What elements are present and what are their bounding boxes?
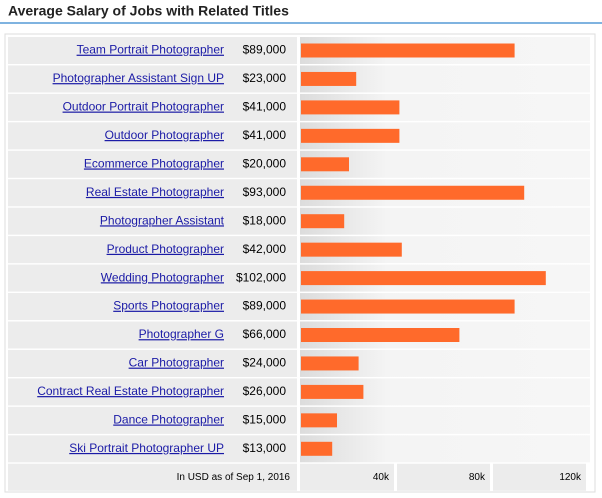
row-label-cell	[8, 93, 297, 121]
row-label-cell	[8, 150, 297, 178]
row-label-cell	[8, 406, 297, 434]
salary-label: $20,000	[243, 156, 287, 170]
job-title-link[interactable]: Sports Photographer	[113, 299, 224, 313]
bar	[301, 384, 364, 399]
footer-note: In USD as of Sep 1, 2016	[177, 472, 291, 483]
row-label-cell	[8, 65, 297, 93]
row-label-cell	[8, 435, 297, 463]
x-tick-label: 80k	[469, 472, 486, 483]
salary-label: $89,000	[243, 299, 287, 313]
bar	[301, 214, 345, 229]
row-label-cell	[8, 264, 297, 292]
bar	[301, 43, 515, 58]
bar	[301, 157, 349, 172]
job-title-link[interactable]: Outdoor Photographer	[105, 128, 224, 142]
bar	[301, 71, 357, 86]
salary-label: $24,000	[243, 356, 287, 370]
row-label-cell	[8, 122, 297, 150]
row-bar-cell	[300, 207, 590, 235]
bar	[301, 185, 525, 200]
salary-label: $42,000	[243, 242, 287, 256]
x-tick-label: 40k	[373, 472, 390, 483]
salary-label: $23,000	[243, 71, 287, 85]
bar	[301, 271, 546, 286]
job-title-link[interactable]: Photographer Assistant Sign UP	[53, 71, 224, 85]
salary-label: $15,000	[243, 413, 287, 427]
salary-label: $26,000	[243, 384, 287, 398]
row-label-cell	[8, 207, 297, 235]
job-title-link[interactable]: Ecommerce Photographer	[84, 156, 224, 170]
bar	[301, 328, 460, 342]
x-tick-cell	[397, 463, 490, 491]
row-bar-cell	[300, 406, 590, 434]
bar	[301, 242, 402, 257]
job-title-link[interactable]: Team Portrait Photographer	[77, 43, 224, 57]
bar	[301, 441, 333, 456]
salary-label: $102,000	[236, 270, 286, 284]
salary-label: $13,000	[243, 441, 287, 455]
job-title-link[interactable]: Wedding Photographer	[101, 270, 224, 284]
job-title-link[interactable]: Photographer G	[139, 327, 224, 341]
bar	[301, 413, 337, 428]
row-label-cell	[8, 179, 297, 207]
bar	[301, 128, 400, 143]
row-label-cell	[8, 293, 297, 321]
salary-label: $41,000	[243, 128, 287, 142]
bar	[301, 356, 359, 371]
bar	[301, 299, 515, 314]
job-title-link[interactable]: Car Photographer	[129, 356, 224, 370]
x-tick-cell	[300, 463, 394, 491]
row-label-cell	[8, 378, 297, 406]
footer-note-cell	[8, 463, 297, 491]
job-title-link[interactable]: Product Photographer	[107, 242, 224, 256]
x-tick-cell	[493, 463, 586, 491]
row-label-cell	[8, 37, 297, 64]
row-label-cell	[8, 349, 297, 377]
job-title-link[interactable]: Ski Portrait Photographer UP	[69, 441, 224, 455]
salary-label: $89,000	[243, 43, 287, 57]
chart-title: Average Salary of Jobs with Related Titl…	[8, 3, 289, 19]
job-title-link[interactable]: Outdoor Portrait Photographer	[63, 100, 224, 114]
job-title-link[interactable]: Contract Real Estate Photographer	[37, 384, 224, 398]
job-title-link[interactable]: Real Estate Photographer	[86, 185, 224, 199]
job-title-link[interactable]: Dance Photographer	[113, 413, 224, 427]
x-tick-label: 120k	[559, 472, 582, 483]
salary-label: $66,000	[243, 327, 287, 341]
row-label-cell	[8, 321, 297, 349]
salary-label: $93,000	[243, 185, 287, 199]
bar	[301, 100, 400, 115]
row-label-cell	[8, 236, 297, 264]
job-title-link[interactable]: Photographer Assistant	[100, 213, 225, 227]
salary-label: $41,000	[243, 100, 287, 114]
salary-label: $18,000	[243, 213, 287, 227]
row-bar-cell	[300, 435, 590, 463]
